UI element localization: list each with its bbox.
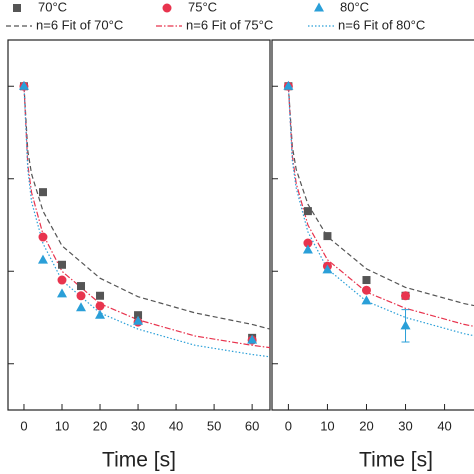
data-point: [400, 320, 411, 330]
legend-label: n=6 Fit of 75°C: [186, 17, 273, 32]
data-point: [134, 311, 143, 320]
fit-line: [23, 86, 271, 349]
legend-label: 75°C: [188, 0, 217, 14]
legend-marker: [162, 3, 172, 13]
x-tick-label: 60: [245, 418, 259, 433]
data-point: [37, 254, 48, 264]
data-point: [18, 80, 29, 90]
x-tick-label: 0: [285, 418, 292, 433]
data-point: [361, 295, 372, 305]
x-tick-label: 20: [359, 418, 373, 433]
data-point: [401, 291, 411, 301]
data-point: [283, 80, 294, 90]
legend-label: 80°C: [340, 0, 369, 14]
x-axis-label: Time [s]: [102, 449, 176, 472]
legend-label: n=6 Fit of 80°C: [338, 17, 425, 32]
data-point: [303, 238, 313, 248]
data-point: [57, 260, 66, 269]
fit-line: [23, 86, 271, 330]
fit-line: [287, 86, 474, 327]
data-point: [77, 282, 86, 291]
data-point: [302, 244, 313, 254]
x-tick-label: 10: [55, 418, 69, 433]
fit-line: [287, 86, 474, 337]
plot-frame: [7, 39, 271, 411]
data-point: [362, 276, 371, 285]
data-point: [76, 302, 87, 312]
data-point: [38, 188, 47, 197]
x-tick-label: 40: [437, 418, 451, 433]
x-tick-label: 20: [93, 418, 107, 433]
legend-label: 70°C: [38, 0, 67, 14]
data-point: [95, 309, 106, 319]
data-point: [322, 264, 333, 274]
data-point: [323, 232, 332, 241]
data-point: [247, 334, 258, 344]
x-tick-label: 30: [131, 418, 145, 433]
data-point: [96, 291, 105, 300]
legend-marker: [13, 4, 21, 12]
data-point: [303, 207, 312, 216]
x-tick-label: 10: [320, 418, 334, 433]
data-point: [361, 285, 371, 295]
plot-frame: [271, 39, 474, 411]
data-point: [76, 291, 86, 301]
data-point: [56, 288, 67, 298]
x-axis-label: Time [s]: [359, 449, 433, 472]
x-tick-label: 50: [207, 418, 221, 433]
x-tick-label: 40: [169, 418, 183, 433]
fit-line: [287, 86, 474, 307]
data-point: [95, 301, 105, 311]
x-tick-label: 0: [20, 418, 27, 433]
legend-marker: [314, 2, 324, 12]
x-tick-label: 30: [398, 418, 412, 433]
legend-label: n=6 Fit of 70°C: [36, 17, 123, 32]
fit-line: [23, 86, 271, 358]
data-point: [38, 232, 48, 242]
data-point: [57, 275, 67, 285]
data-point: [133, 315, 144, 325]
